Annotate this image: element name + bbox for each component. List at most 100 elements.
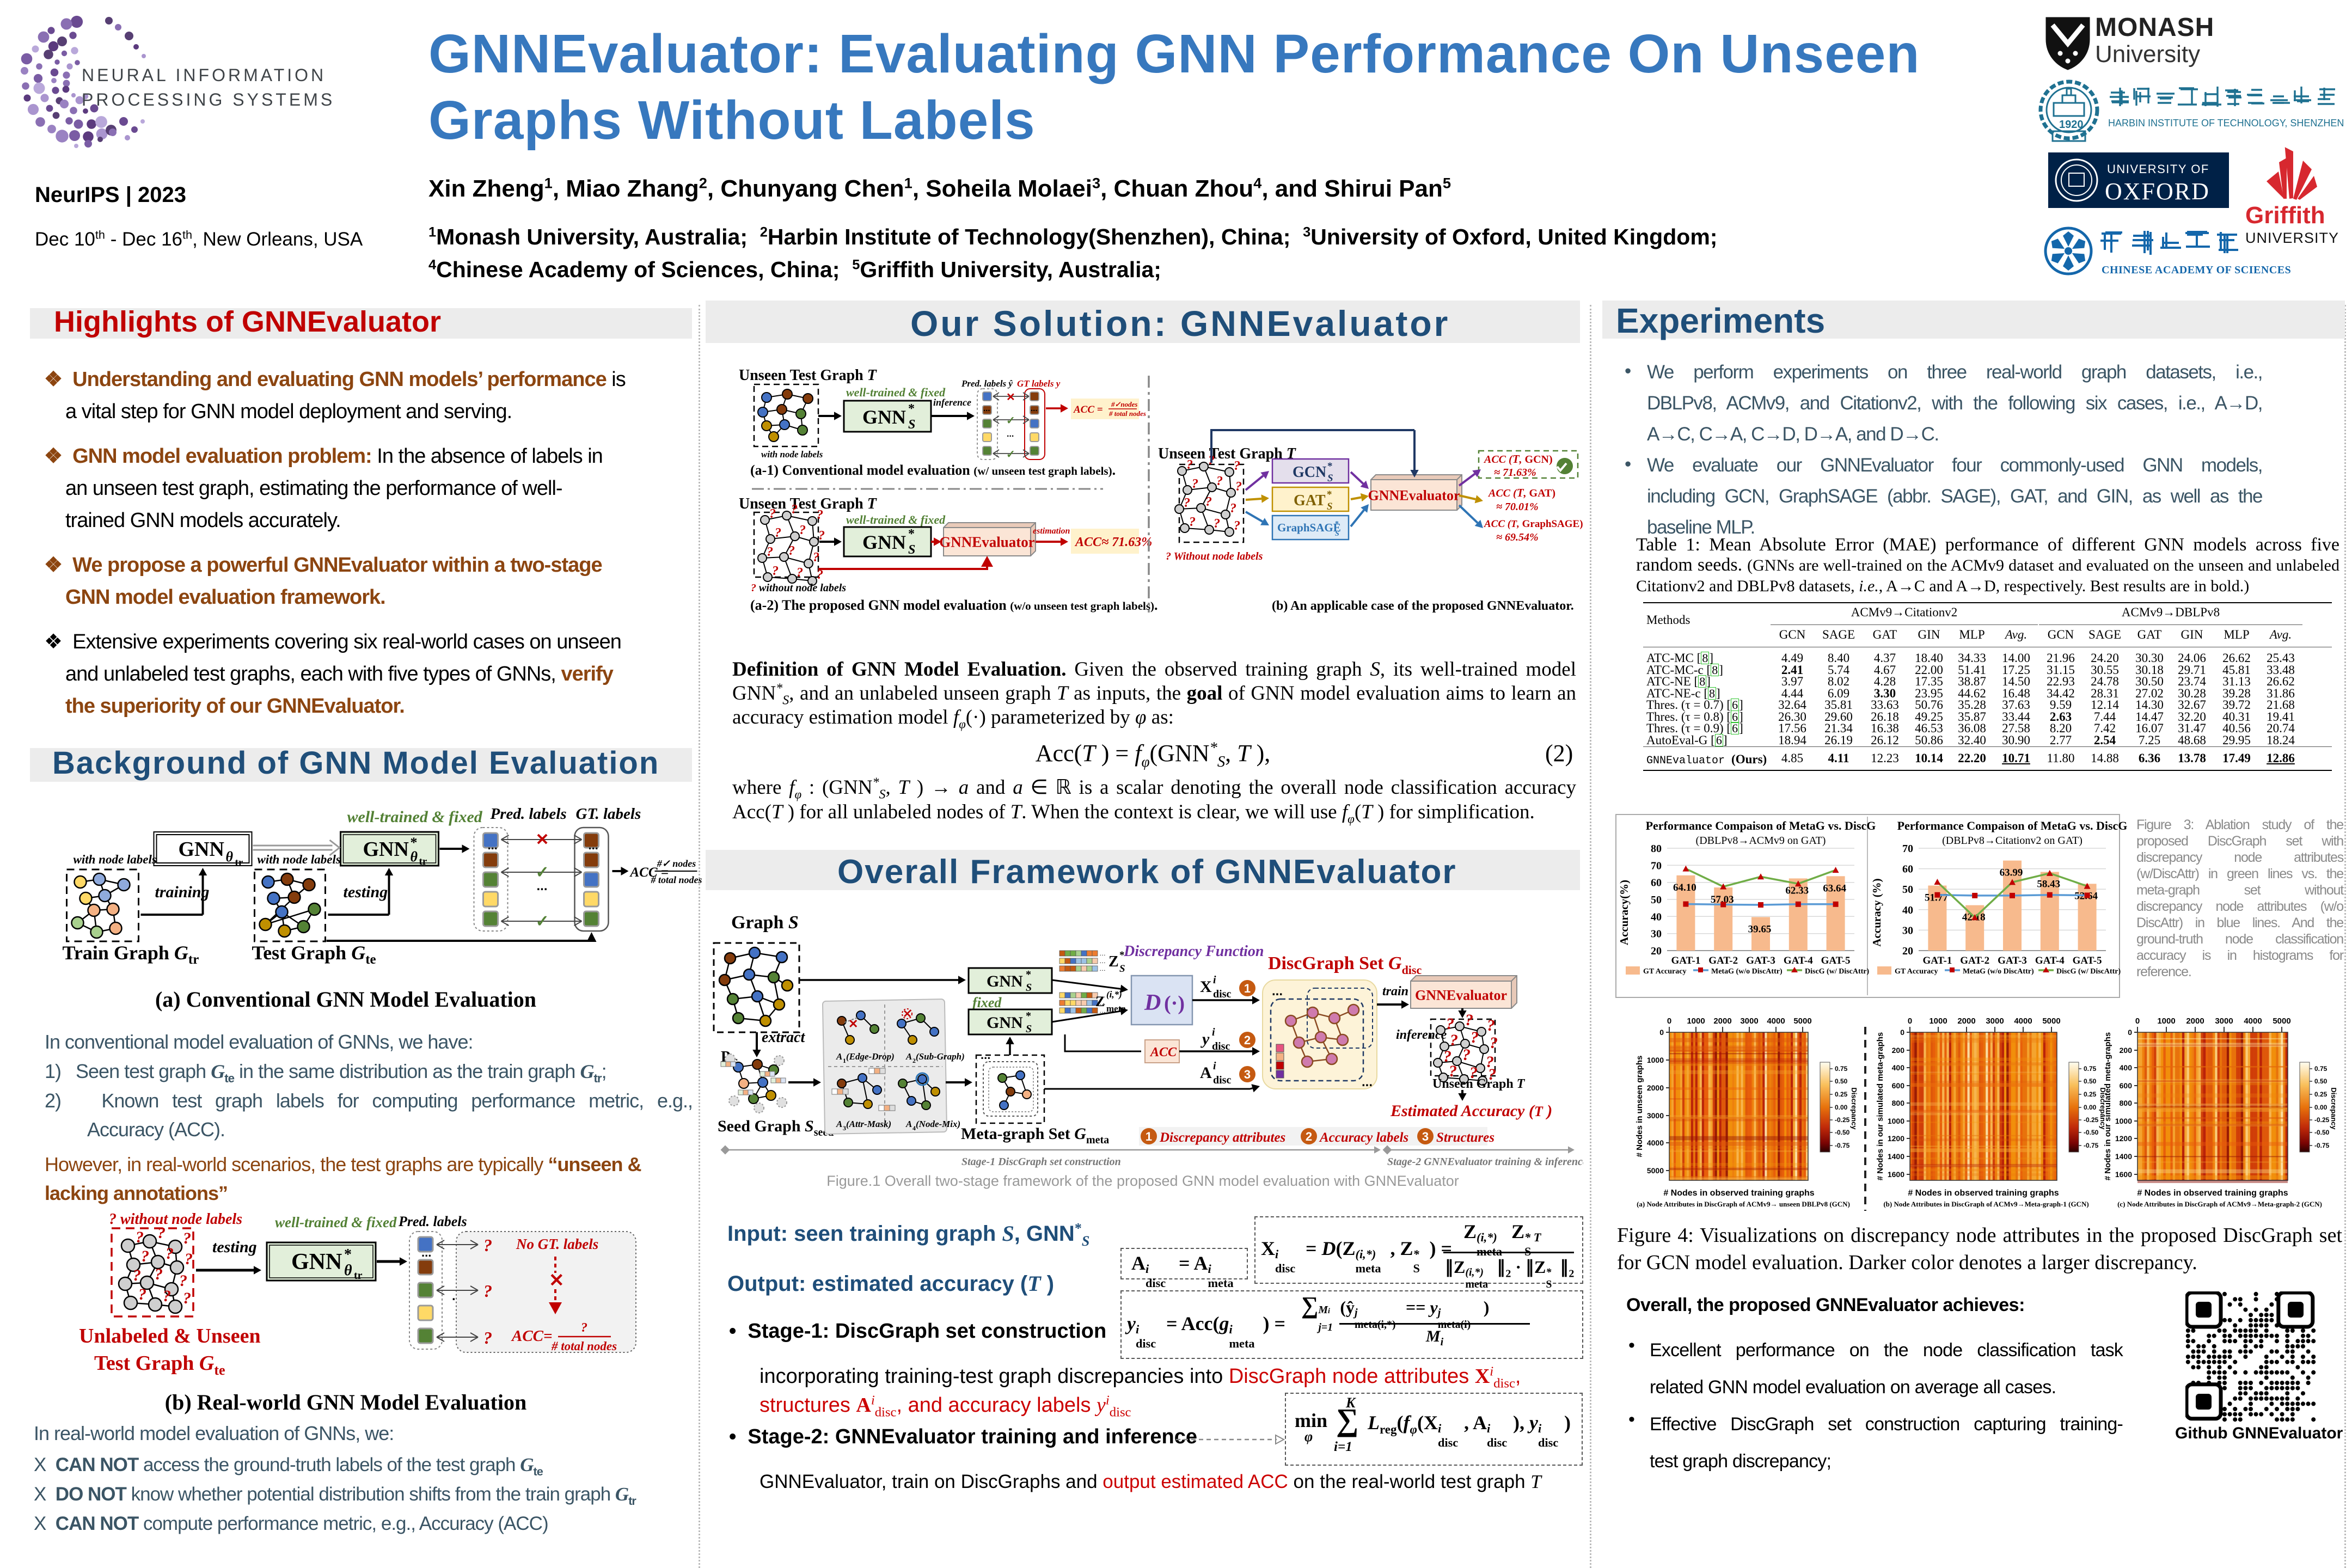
svg-text:# Nodes in observed training g: # Nodes in observed training graphs [1663, 1189, 1814, 1198]
svg-text:(·): (·) [1164, 992, 1185, 1015]
svg-text:4000: 4000 [1767, 1016, 1785, 1026]
svg-text:Performance Compaison of MetaG: Performance Compaison of MetaG vs. DiscG [1646, 819, 1876, 832]
svg-text:✓: ✓ [536, 863, 549, 881]
svg-text:training: training [155, 883, 210, 901]
svg-text:?: ? [1192, 477, 1198, 491]
svg-text:0.00: 0.00 [1835, 1104, 1848, 1111]
svg-text:✕: ✕ [848, 1017, 858, 1031]
svg-text:✓: ✓ [1006, 415, 1015, 427]
svg-text:3000: 3000 [1740, 1016, 1758, 1026]
svg-text:(i,*): (i,*) [1106, 989, 1122, 1000]
svg-text:testing: testing [344, 883, 388, 901]
svg-text:?: ? [1230, 501, 1236, 516]
svg-text:?: ? [797, 566, 803, 580]
svg-text:?: ? [1450, 1031, 1458, 1049]
svg-text:1000: 1000 [1687, 1016, 1705, 1026]
svg-text:?: ? [775, 526, 781, 540]
svg-text:0: 0 [2135, 1016, 2140, 1026]
svg-text:...: ... [1272, 984, 1283, 999]
svg-text:5000: 5000 [2273, 1016, 2290, 1026]
svg-text:(DBLPv8→ACMv9 on GAT): (DBLPv8→ACMv9 on GAT) [1696, 835, 1826, 847]
svg-text:...: ... [421, 1246, 431, 1259]
svg-text:# total nodes: # total nodes [551, 1339, 617, 1353]
svg-text:(c) Node Attributes in DiscGra: (c) Node Attributes in DiscGraph of ACMv… [2117, 1200, 2322, 1208]
svg-text:?: ? [183, 1229, 191, 1247]
svg-text:1000: 1000 [1647, 1056, 1664, 1064]
svg-text:X: X [1200, 978, 1212, 996]
svg-text:(Edge-Drop): (Edge-Drop) [846, 1051, 895, 1062]
svg-text:200: 200 [1892, 1046, 1905, 1055]
svg-text:1: 1 [1146, 1130, 1152, 1143]
svg-text:…: … [1099, 1007, 1106, 1014]
svg-text:*: * [1327, 489, 1332, 500]
svg-text:?: ? [483, 1281, 492, 1301]
svg-text:1200: 1200 [2115, 1134, 2132, 1143]
svg-text:Meta-graph Set Gmeta: Meta-graph Set Gmeta [961, 1125, 1109, 1146]
svg-text:5000: 5000 [1793, 1016, 1811, 1026]
svg-text:?: ? [817, 508, 823, 522]
svg-text:Stage-2 GNNEvaluator training: Stage-2 GNNEvaluator training & inferenc… [1387, 1156, 1583, 1168]
svg-text:S: S [1327, 501, 1333, 512]
svg-text:GT. labels: GT. labels [576, 805, 641, 823]
svg-text:1200: 1200 [1888, 1134, 1904, 1143]
svg-text:? without node labels: ? without node labels [751, 582, 846, 594]
svg-text:-0.75: -0.75 [2314, 1142, 2330, 1149]
svg-text:?: ? [138, 1285, 146, 1303]
svg-text:60: 60 [1902, 863, 1913, 875]
svg-text:*: * [1026, 1010, 1031, 1022]
svg-text:1000: 1000 [2157, 1016, 2175, 1026]
svg-text:63.64: 63.64 [1823, 883, 1846, 894]
svg-text:disc: disc [1213, 988, 1231, 1000]
svg-text:-0.50: -0.50 [1835, 1129, 1850, 1136]
svg-text:GNN: GNN [862, 531, 906, 553]
svg-text:-0.75: -0.75 [2084, 1142, 2099, 1149]
svg-text:2: 2 [1244, 1033, 1251, 1047]
svg-text:?: ? [155, 1265, 163, 1283]
svg-text:?: ? [1469, 1064, 1478, 1082]
svg-text:?: ? [1490, 1034, 1498, 1052]
svg-text:50: 50 [1902, 884, 1913, 896]
svg-text:No GT. labels: No GT. labels [516, 1236, 598, 1252]
svg-text:600: 600 [2120, 1081, 2133, 1090]
svg-text:0.50: 0.50 [2314, 1077, 2328, 1085]
svg-text:30: 30 [1902, 924, 1913, 936]
svg-text:39.65: 39.65 [1748, 923, 1772, 935]
svg-text:?: ? [185, 1250, 193, 1268]
svg-text:0.00: 0.00 [2314, 1104, 2328, 1111]
svg-text:?: ? [183, 1289, 191, 1307]
svg-text:S: S [1026, 982, 1032, 994]
svg-text:0.25: 0.25 [1835, 1091, 1848, 1098]
svg-text:4000: 4000 [2014, 1016, 2032, 1026]
svg-text:GAT-3: GAT-3 [1998, 955, 2027, 966]
svg-text:✕: ✕ [1006, 391, 1015, 403]
svg-text:2: 2 [1306, 1130, 1312, 1143]
svg-text:-0.25: -0.25 [1835, 1116, 1850, 1124]
svg-text:(b) An applicable case of the: (b) An applicable case of the proposed G… [1272, 599, 1574, 613]
svg-text:Accuracy labels: Accuracy labels [1319, 1130, 1408, 1145]
svg-text:# total nodes: # total nodes [1108, 409, 1146, 418]
svg-text:63.99: 63.99 [2000, 867, 2023, 879]
svg-text:4000: 4000 [2244, 1016, 2262, 1026]
svg-text:?: ? [1462, 1046, 1471, 1064]
svg-text:3: 3 [1422, 1130, 1429, 1143]
svg-text:? Without node labels: ? Without node labels [1166, 550, 1263, 562]
svg-text:?: ? [767, 545, 773, 559]
svg-text:✓: ✓ [536, 912, 549, 930]
svg-text:OXFORD: OXFORD [2105, 178, 2210, 205]
svg-text:?: ? [769, 507, 776, 521]
svg-text:? without node labels: ? without node labels [109, 1213, 242, 1228]
svg-text:*: * [344, 1246, 352, 1263]
svg-text:1000: 1000 [1929, 1016, 1947, 1026]
svg-text:?: ? [817, 568, 823, 582]
svg-text:MONASH: MONASH [2095, 13, 2214, 42]
svg-text:(a) Node Attributes in DiscGra: (a) Node Attributes in DiscGraph of ACMv… [1637, 1200, 1850, 1208]
svg-text:ACC≈ 71.63%: ACC≈ 71.63% [1074, 535, 1152, 549]
svg-text:3000: 3000 [2215, 1016, 2233, 1026]
svg-text:GAT-5: GAT-5 [2073, 955, 2102, 966]
svg-text:*: * [1327, 461, 1333, 472]
svg-text:?: ? [136, 1228, 144, 1246]
svg-text:HARBIN INSTITUTE OF TECHNOLOGY: HARBIN INSTITUTE OF TECHNOLOGY, SHENZHEN [2108, 118, 2344, 128]
svg-text:GNN: GNN [862, 406, 906, 428]
svg-text:64.10: 64.10 [1673, 882, 1696, 893]
svg-text:S: S [1119, 963, 1125, 975]
